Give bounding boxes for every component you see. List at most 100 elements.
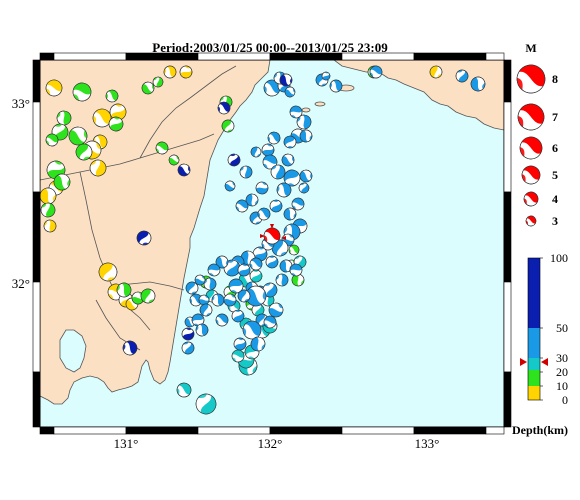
yellow-mechanism bbox=[92, 108, 112, 128]
depth-scale-border bbox=[527, 257, 541, 401]
blue-mechanism bbox=[250, 336, 266, 352]
blue-mechanism bbox=[291, 197, 305, 211]
map-frame bbox=[32, 52, 512, 435]
red-mechanism bbox=[263, 227, 281, 245]
blue-mechanism bbox=[237, 289, 251, 303]
frame-segment bbox=[485, 52, 505, 61]
blue-mechanism bbox=[329, 79, 343, 93]
frame-segment bbox=[197, 426, 271, 435]
green-mechanism bbox=[68, 126, 88, 146]
blue-mechanism bbox=[279, 259, 293, 273]
blue-mechanism bbox=[245, 193, 259, 207]
island bbox=[314, 101, 326, 107]
green-mechanism bbox=[40, 202, 56, 218]
kagoshima-bay bbox=[59, 329, 87, 373]
magnitude-sample bbox=[523, 191, 539, 207]
lat-label-32: 32° bbox=[12, 276, 30, 291]
lon-label-133: 133° bbox=[415, 436, 440, 451]
lon-label-132: 132° bbox=[258, 436, 283, 451]
darkblue-mechanism bbox=[136, 230, 152, 246]
frame-segment bbox=[125, 52, 199, 61]
blue-mechanism bbox=[198, 294, 210, 306]
frame-segment bbox=[269, 426, 343, 435]
yellow-mechanism bbox=[98, 262, 118, 282]
frame-segment bbox=[341, 52, 415, 61]
yellow-mechanism bbox=[40, 187, 57, 205]
yellow-mechanism bbox=[89, 159, 107, 177]
depth-band bbox=[528, 258, 540, 328]
green-mechanism bbox=[75, 143, 93, 161]
depth-scale-label: 30 bbox=[556, 351, 568, 365]
frame-segment bbox=[341, 426, 415, 435]
teal-mechanism bbox=[176, 382, 192, 398]
blue-mechanism bbox=[299, 169, 313, 183]
green-mechanism bbox=[155, 141, 169, 155]
blue-mechanism bbox=[245, 285, 267, 307]
magnitude-legend-label: 4 bbox=[552, 192, 558, 206]
teal-mechanism bbox=[195, 393, 217, 415]
blue-mechanism bbox=[228, 278, 244, 294]
blue-mechanism bbox=[199, 303, 213, 317]
green-mechanism bbox=[116, 282, 132, 298]
frame-segment bbox=[485, 426, 505, 435]
depth-band bbox=[528, 386, 540, 400]
frame-segment bbox=[32, 59, 41, 103]
yellow-mechanism bbox=[163, 65, 177, 79]
blue-mechanism bbox=[203, 277, 217, 291]
blue-mechanism bbox=[289, 105, 303, 119]
magnitude-sample bbox=[516, 64, 546, 94]
frame-segment bbox=[413, 52, 487, 61]
blue-mechanism bbox=[267, 131, 281, 145]
depth-marker bbox=[541, 358, 548, 366]
blue-mechanism bbox=[255, 181, 269, 195]
magnitude-legend-label: 3 bbox=[552, 214, 558, 228]
blue-mechanism bbox=[271, 239, 289, 257]
magnitude-legend-heading: M bbox=[525, 41, 536, 55]
blue-mechanism bbox=[283, 135, 297, 149]
lat-label-33: 33° bbox=[12, 96, 30, 111]
blue-mechanism bbox=[223, 293, 237, 307]
darkblue-mechanism bbox=[279, 73, 293, 87]
frame-segment bbox=[503, 281, 512, 373]
darkblue-mechanism bbox=[217, 101, 231, 115]
blue-mechanism bbox=[275, 273, 289, 287]
magnitude-legend-label: 8 bbox=[552, 72, 558, 86]
blue-mechanism bbox=[281, 153, 295, 167]
green-mechanism bbox=[140, 288, 156, 304]
magnitude-sample bbox=[521, 165, 541, 185]
green-mechanism bbox=[53, 173, 71, 191]
blue-mechanism bbox=[283, 169, 301, 187]
blue-mechanism bbox=[185, 281, 199, 295]
blue-mechanism bbox=[263, 79, 281, 97]
blue-mechanism bbox=[270, 164, 286, 180]
blue-mechanism bbox=[207, 263, 221, 277]
blue-mechanism bbox=[257, 207, 271, 221]
blue-mechanism bbox=[223, 259, 241, 277]
frame-segment bbox=[53, 426, 127, 435]
blue-mechanism bbox=[455, 69, 469, 83]
blue-mechanism bbox=[299, 129, 313, 143]
darkblue-mechanism bbox=[122, 340, 138, 356]
frame-segment bbox=[503, 59, 512, 103]
blue-mechanism bbox=[298, 182, 310, 194]
lon-label-131: 131° bbox=[114, 436, 139, 451]
green-mechanism bbox=[56, 110, 72, 126]
blue-mechanism bbox=[296, 114, 312, 130]
darkblue-mechanism bbox=[177, 163, 191, 177]
magnitude-legend-label: 6 bbox=[552, 141, 558, 155]
darkblue-mechanism bbox=[181, 327, 195, 341]
magnitude-sample bbox=[525, 215, 537, 227]
yellow-mechanism bbox=[429, 65, 443, 79]
frame-segment bbox=[39, 426, 55, 435]
magnitude-legend: M 8 7 6 5 4 3 bbox=[516, 41, 558, 228]
darkblue-mechanism bbox=[227, 153, 241, 167]
green-mechanism bbox=[72, 82, 92, 102]
green-mechanism bbox=[108, 116, 124, 132]
green-mechanism bbox=[221, 119, 235, 133]
frame-segment bbox=[125, 426, 199, 435]
blue-mechanism bbox=[369, 65, 383, 79]
frame-segment bbox=[269, 52, 343, 61]
blue-mechanism bbox=[233, 337, 247, 351]
depth-scale-label: 0 bbox=[562, 393, 568, 407]
